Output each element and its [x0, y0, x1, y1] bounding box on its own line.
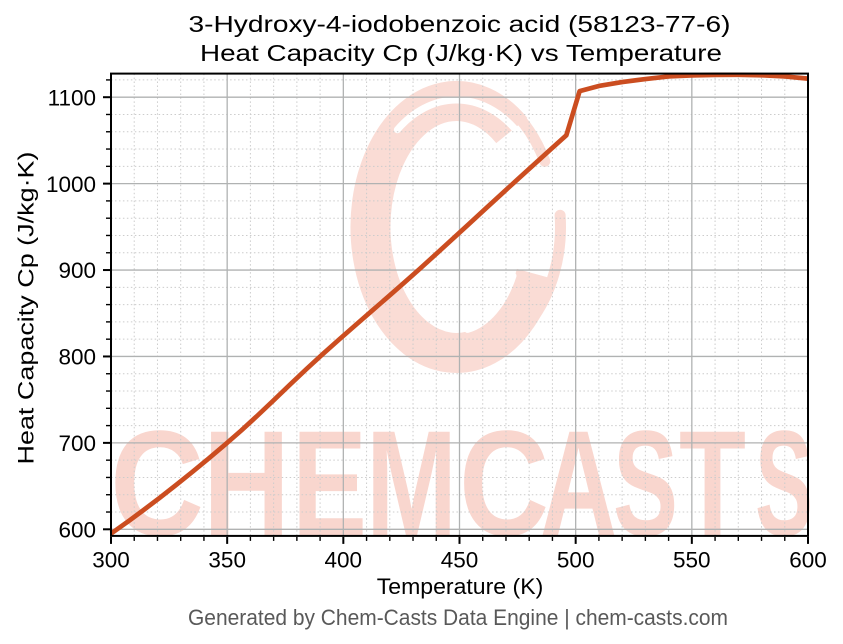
svg-text:800: 800: [58, 345, 96, 370]
svg-text:550: 550: [673, 547, 711, 572]
svg-text:Temperature (K): Temperature (K): [377, 574, 544, 599]
svg-text:Generated by Chem-Casts Data E: Generated by Chem-Casts Data Engine | ch…: [188, 605, 728, 630]
svg-text:S: S: [755, 399, 813, 567]
svg-text:1100: 1100: [48, 85, 96, 110]
svg-text:Heat Capacity Cp (J/kg·K) vs T: Heat Capacity Cp (J/kg·K) vs Temperature: [200, 40, 722, 66]
svg-text:A: A: [540, 399, 617, 567]
svg-text:E: E: [292, 399, 367, 567]
svg-text:400: 400: [325, 547, 363, 572]
svg-text:T: T: [679, 399, 746, 567]
svg-text:600: 600: [789, 547, 827, 572]
svg-text:M: M: [366, 399, 457, 567]
svg-text:900: 900: [58, 258, 96, 283]
svg-text:350: 350: [208, 547, 246, 572]
svg-text:450: 450: [441, 547, 479, 572]
svg-text:Heat Capacity Cp (J/kg·K): Heat Capacity Cp (J/kg·K): [13, 152, 38, 465]
svg-text:3-Hydroxy-4-iodobenzoic acid (: 3-Hydroxy-4-iodobenzoic acid (58123-77-6…: [189, 11, 731, 37]
svg-text:500: 500: [557, 547, 595, 572]
svg-text:700: 700: [58, 431, 96, 456]
svg-text:600: 600: [58, 518, 96, 543]
svg-text:300: 300: [92, 547, 130, 572]
svg-text:C: C: [459, 399, 549, 567]
svg-text:1000: 1000: [46, 172, 96, 197]
